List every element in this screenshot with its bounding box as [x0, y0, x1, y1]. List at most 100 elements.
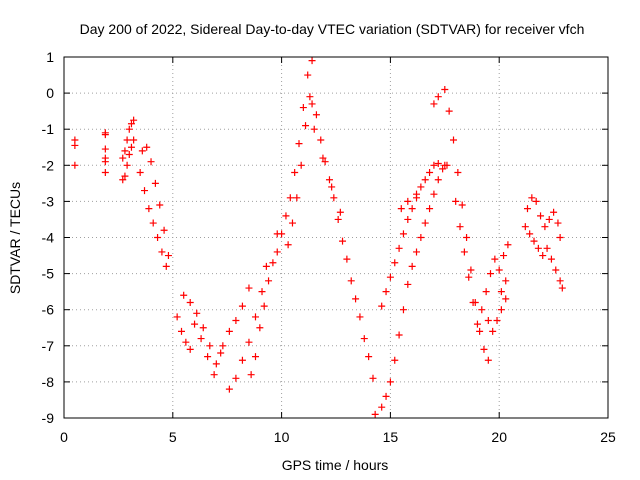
- data-point: [284, 241, 292, 249]
- y-tick-label: 1: [46, 49, 54, 65]
- data-point: [204, 353, 212, 361]
- data-point: [489, 327, 497, 335]
- series-arc-c: [119, 116, 138, 184]
- data-point: [304, 71, 312, 79]
- data-point: [121, 172, 129, 180]
- data-point: [297, 161, 305, 169]
- data-point: [119, 154, 127, 162]
- data-point: [404, 280, 412, 288]
- data-point: [430, 190, 438, 198]
- series-arc-l: [478, 241, 512, 335]
- data-point: [434, 176, 442, 184]
- data-point: [421, 176, 429, 184]
- data-point: [482, 288, 490, 296]
- data-point: [463, 234, 471, 241]
- data-point: [497, 306, 505, 314]
- data-point: [312, 111, 320, 119]
- data-point: [336, 208, 344, 216]
- data-point: [265, 277, 273, 285]
- x-axis-label: GPS time / hours: [282, 457, 389, 473]
- data-point: [371, 410, 379, 418]
- data-point: [378, 302, 386, 310]
- data-point: [537, 212, 545, 220]
- data-point: [245, 284, 253, 292]
- data-point: [330, 194, 338, 202]
- data-point: [247, 371, 255, 379]
- data-point: [328, 183, 336, 191]
- data-point: [282, 212, 290, 220]
- data-point: [262, 262, 270, 270]
- data-point: [232, 374, 240, 382]
- data-point: [441, 161, 449, 169]
- data-point: [210, 371, 218, 379]
- data-point: [421, 219, 429, 227]
- y-tick-label: -5: [42, 266, 55, 282]
- data-point: [480, 345, 488, 353]
- data-point: [286, 194, 294, 202]
- series-arc-i: [371, 161, 451, 418]
- data-point: [456, 223, 464, 231]
- series-arc-d: [136, 143, 172, 270]
- data-point: [219, 342, 227, 350]
- data-point: [391, 259, 399, 267]
- data-point: [125, 150, 133, 158]
- data-point: [365, 353, 373, 361]
- data-point: [260, 302, 268, 310]
- data-points: [71, 57, 566, 418]
- y-tick-label: -7: [42, 338, 55, 354]
- data-point: [386, 273, 394, 281]
- data-point: [178, 327, 186, 335]
- data-point: [465, 273, 473, 281]
- data-point: [136, 169, 144, 177]
- data-point: [413, 248, 421, 256]
- data-point: [71, 141, 79, 149]
- data-point: [404, 197, 412, 205]
- data-point: [458, 201, 466, 209]
- data-point: [408, 262, 416, 270]
- data-point: [182, 338, 190, 346]
- data-point: [484, 317, 492, 325]
- data-point: [232, 317, 240, 325]
- data-point: [151, 179, 159, 187]
- series-arc-f: [225, 230, 281, 393]
- data-point: [445, 107, 453, 115]
- data-point: [291, 169, 299, 177]
- data-point: [417, 183, 425, 191]
- data-point: [149, 219, 157, 227]
- data-point: [399, 230, 407, 238]
- x-tick-label: 5: [169, 429, 177, 445]
- x-tick-label: 10: [274, 429, 290, 445]
- data-point: [356, 313, 364, 321]
- x-tick-label: 15: [383, 429, 399, 445]
- data-point: [295, 140, 303, 148]
- y-axis-label: SDTVAR / TECUs: [7, 182, 23, 294]
- data-point: [526, 230, 534, 238]
- data-point: [404, 215, 412, 223]
- data-point: [158, 248, 166, 256]
- data-point: [399, 306, 407, 314]
- data-point: [141, 187, 149, 195]
- data-point: [199, 324, 207, 332]
- data-point: [306, 93, 314, 101]
- data-point: [552, 266, 560, 274]
- data-point: [310, 125, 318, 133]
- data-point: [123, 161, 131, 169]
- series-arc-a: [71, 136, 79, 169]
- data-point: [434, 159, 442, 167]
- data-point: [317, 136, 325, 144]
- data-point: [225, 385, 233, 393]
- series-arc-e: [173, 284, 253, 379]
- grid-lines: [64, 57, 608, 418]
- data-point: [386, 378, 394, 386]
- data-point: [164, 252, 172, 260]
- data-point: [469, 298, 477, 306]
- data-point: [491, 255, 499, 263]
- data-point: [101, 131, 109, 139]
- data-point: [408, 205, 416, 213]
- data-point: [528, 194, 536, 202]
- data-point: [212, 360, 220, 368]
- data-point: [130, 136, 138, 144]
- data-point: [543, 244, 551, 252]
